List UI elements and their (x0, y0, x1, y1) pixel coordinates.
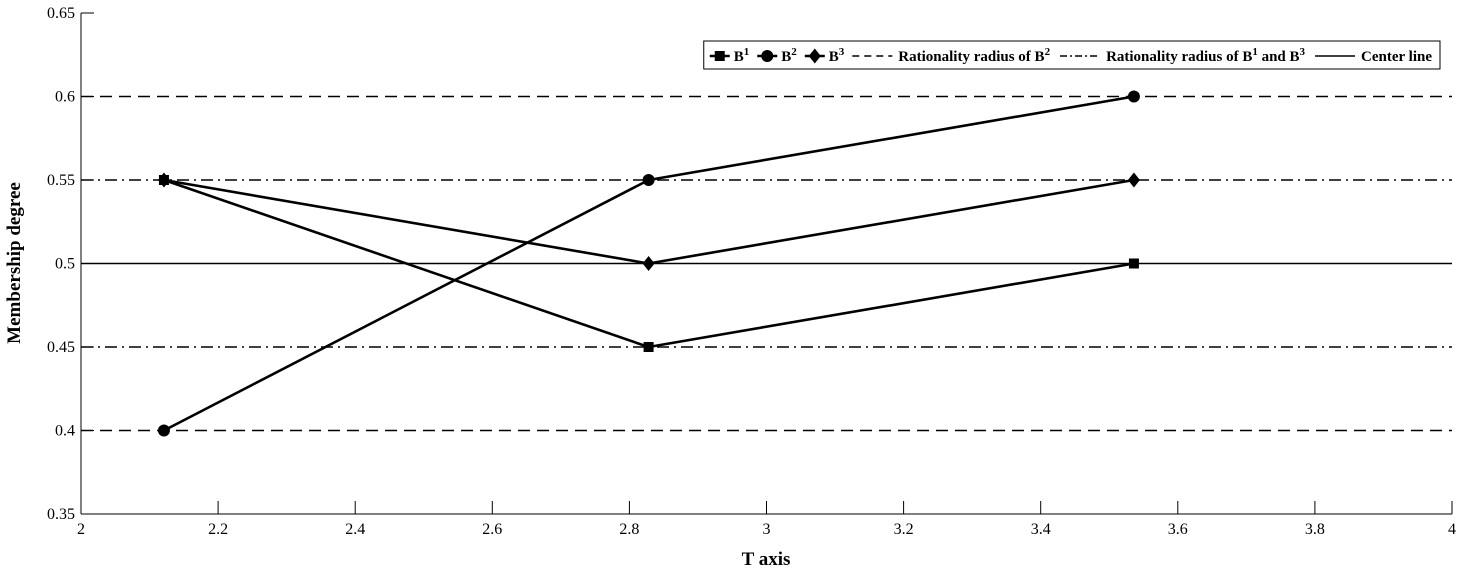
x-tick-label: 3 (763, 521, 771, 538)
x-tick-label: 2.6 (482, 521, 502, 538)
legend-box (703, 40, 1441, 70)
x-tick-label: 4 (1448, 521, 1456, 538)
x-tick-label: 3.8 (1305, 521, 1325, 538)
data-point-diamond (1127, 172, 1140, 188)
data-point-square (643, 342, 654, 352)
y-tick-label: 0.35 (47, 506, 75, 523)
y-tick-label: 0.4 (55, 423, 75, 440)
x-tick-label: 2 (77, 521, 85, 538)
x-tick-label: 2.8 (619, 521, 639, 538)
data-point-circle (1127, 90, 1140, 103)
data-point-circle (642, 174, 655, 186)
series (157, 90, 1140, 437)
legend-marker-square (714, 51, 725, 61)
y-ticks: 0.35 0.4 0.45 0.5 0.55 0.6 0.65 (47, 5, 94, 523)
y-tick-label: 0.55 (47, 172, 75, 189)
legend-marker-diamond (808, 48, 821, 64)
y-tick-label: 0.6 (55, 89, 75, 106)
x-ticks: 2 2.2 2.4 2.6 2.8 3 3.2 3.4 3.6 3.8 4 (77, 501, 1456, 538)
legend: B1 B2 B3 Rationality radius of B2 Rationalit… (703, 40, 1441, 70)
y-axis-label: Membership degree (4, 182, 25, 344)
series-line-diamond (163, 178, 1135, 265)
x-axis-label: T axis (742, 549, 791, 570)
legend-marker-circle (761, 50, 774, 62)
y-tick-label: 0.65 (47, 5, 75, 22)
x-tick-label: 2.2 (208, 521, 228, 538)
data-point-circle (157, 424, 170, 437)
x-tick-label: 2.4 (345, 521, 365, 538)
y-tick-label: 0.5 (55, 256, 75, 273)
x-tick-label: 3.2 (894, 521, 914, 538)
y-tick-label: 0.45 (47, 339, 75, 356)
data-point-diamond (642, 256, 655, 271)
data-point-diamond (157, 172, 170, 188)
legend-label: Rationality radius of B1 and B3 (1106, 46, 1305, 65)
legend-label: B2 (781, 46, 797, 65)
legend-label: Center line (1361, 49, 1432, 65)
legend-label: Rationality radius of B2 (898, 46, 1050, 65)
reference-lines (81, 95, 1452, 432)
data-point-square (1128, 258, 1139, 269)
x-tick-label: 3.4 (1031, 521, 1051, 538)
x-tick-label: 3.6 (1168, 521, 1188, 538)
legend-label: B1 (734, 46, 750, 65)
legend-label: B3 (829, 46, 845, 65)
